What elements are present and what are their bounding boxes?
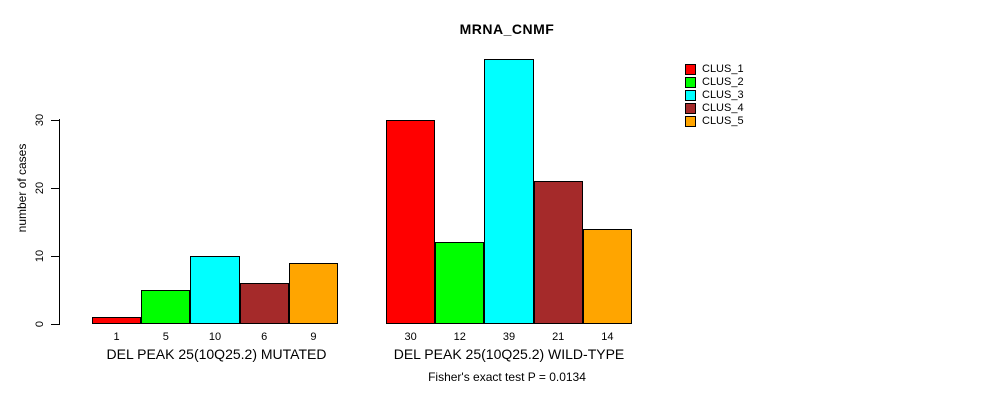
group-label-wild-type: DEL PEAK 25(10Q25.2) WILD-TYPE — [393, 346, 625, 362]
y-tick-mark — [51, 323, 59, 325]
y-tick-mark — [51, 119, 59, 121]
legend: CLUS_1 CLUS_2 CLUS_3 CLUS_4 CLUS_5 — [685, 64, 744, 127]
group-label-mutated: DEL PEAK 25(10Q25.2) MUTATED — [106, 346, 327, 362]
legend-item: CLUS_5 — [685, 116, 744, 127]
legend-label: CLUS_2 — [702, 76, 744, 88]
legend-color-swatch — [685, 90, 696, 101]
legend-label: CLUS_4 — [702, 102, 744, 114]
y-tick-label: 10 — [34, 249, 46, 263]
legend-item: CLUS_2 — [685, 77, 744, 88]
bar-value-label: 5 — [162, 331, 169, 343]
bar-clus-5-group1 — [288, 262, 338, 324]
y-tick-mark — [51, 255, 59, 257]
legend-color-swatch — [685, 103, 696, 114]
bar-value-label: 9 — [310, 331, 317, 343]
bar-clus-5-group2 — [582, 228, 632, 324]
y-axis-line — [59, 119, 60, 325]
legend-label: CLUS_3 — [702, 89, 744, 101]
y-tick-label: 30 — [34, 113, 46, 127]
y-tick-label: 20 — [34, 181, 46, 195]
legend-label: CLUS_1 — [702, 63, 744, 75]
chart-title: MRNA_CNMF — [459, 21, 555, 37]
legend-item: CLUS_3 — [685, 90, 744, 101]
y-tick-mark — [51, 187, 59, 189]
bar-value-label: 21 — [552, 331, 565, 343]
legend-item: CLUS_1 — [685, 64, 744, 75]
bar-value-label: 30 — [404, 331, 417, 343]
bar-value-label: 39 — [502, 331, 516, 343]
bar-clus-1-group1 — [92, 317, 142, 324]
bar-value-label: 10 — [208, 331, 222, 343]
legend-item: CLUS_4 — [685, 103, 744, 114]
bar-clus-1-group2 — [386, 120, 436, 324]
y-tick-label: 0 — [34, 320, 46, 328]
bar-value-label: 14 — [601, 331, 614, 343]
bar-value-label: 6 — [261, 331, 268, 343]
bar-clus-3-group1 — [190, 256, 240, 324]
fisher-test-annotation: Fisher's exact test P = 0.0134 — [428, 370, 586, 384]
bar-clus-4-group2 — [533, 181, 583, 324]
y-axis-label: number of cases — [15, 143, 29, 233]
bar-value-label: 12 — [453, 331, 466, 343]
legend-color-swatch — [685, 116, 696, 127]
bar-clus-3-group2 — [484, 58, 534, 324]
bar-clus-2-group1 — [141, 290, 191, 324]
bar-clus-2-group2 — [435, 242, 485, 324]
bar-value-label: 1 — [113, 331, 120, 343]
legend-label: CLUS_5 — [702, 115, 744, 127]
legend-color-swatch — [685, 77, 696, 88]
legend-color-swatch — [685, 64, 696, 75]
bar-clus-4-group1 — [239, 283, 289, 324]
